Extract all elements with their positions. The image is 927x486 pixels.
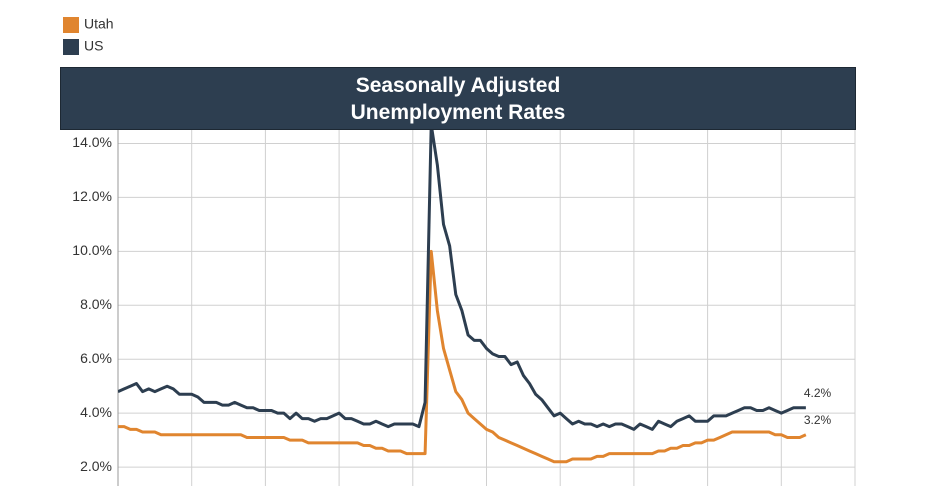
legend-label: Utah [84,16,114,32]
y-tick-label: 6.0% [80,350,112,366]
y-tick-label: 12.0% [72,188,112,204]
y-tick-label: 14.0% [72,134,112,150]
y-tick-label: 8.0% [80,296,112,312]
y-tick-label: 2.0% [80,458,112,474]
chart-title: Seasonally Adjusted Unemployment Rates [60,67,856,130]
y-tick-label: 10.0% [72,242,112,258]
labels: 2.0% 4.0% 6.0% 8.0% 10.0% 12.0% 14.0% Utah US 3.2… [63,16,832,474]
y-tick-label: 4.0% [80,404,112,420]
series-line [118,130,806,431]
legend-swatch [63,39,79,55]
value-label: 4.2% [804,386,832,400]
grid [117,130,856,486]
series-line [118,249,807,464]
legend-swatch [63,17,79,33]
plot [118,130,807,464]
legend-label: US [84,38,103,54]
value-label: 3.2% [804,413,832,427]
